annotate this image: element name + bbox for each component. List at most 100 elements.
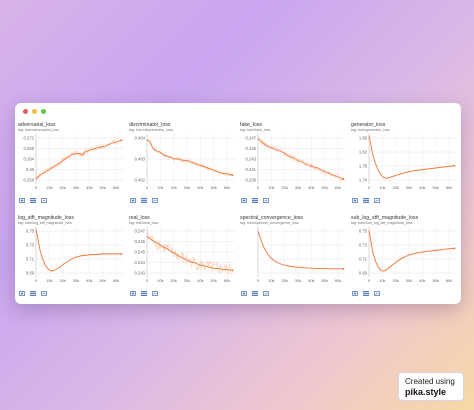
- fullscreen-icon[interactable]: [352, 198, 358, 203]
- chart-card-spectral-convergence-loss: spectral_convergence_loss tag: train/spec…: [238, 212, 349, 304]
- series-raw-line: [35, 138, 121, 181]
- chart-card-log-stft-magnitude-loss: log_stft_magnitude_loss tag: train/log_st…: [16, 212, 127, 304]
- y-tick-label: 0.462: [135, 177, 146, 182]
- data-toggle-icon[interactable]: [252, 291, 258, 296]
- x-tick-label: 60k: [446, 278, 452, 283]
- chart-tag: tag: train/adversarial_loss: [18, 128, 59, 132]
- y-tick-label: 0.26: [26, 167, 35, 172]
- fit-domain-icon[interactable]: [41, 198, 47, 203]
- chart-tag: tag: train/log_stft_magnitude_loss: [18, 221, 72, 225]
- x-tick-label: 30k: [184, 185, 190, 190]
- data-toggle-icon[interactable]: [363, 198, 369, 203]
- y-tick-label: 0.241: [246, 167, 257, 172]
- chart-card-adversarial-loss: adversarial_loss tag: train/adversarial_l…: [16, 119, 127, 211]
- chart-title: log_stft_magnitude_loss: [18, 215, 74, 221]
- x-tick-label: 10k: [46, 185, 52, 190]
- x-tick-label: 40k: [197, 278, 203, 283]
- x-tick-label: 0: [35, 278, 38, 283]
- x-tick-label: 40k: [86, 185, 92, 190]
- chart-grid: adversarial_loss tag: train/adversarial_l…: [15, 119, 461, 304]
- fit-domain-icon[interactable]: [41, 291, 47, 296]
- fit-domain-icon[interactable]: [263, 291, 269, 296]
- pika-style-badge[interactable]: Created using pika.style: [398, 372, 464, 401]
- x-tick-label: 0: [35, 185, 38, 190]
- maximize-window-button[interactable]: [41, 108, 46, 114]
- y-tick-label: 1.82: [359, 149, 368, 154]
- y-tick-label: 0.268: [24, 146, 35, 151]
- data-toggle-icon[interactable]: [30, 291, 36, 296]
- x-tick-label: 10k: [157, 185, 163, 190]
- x-tick-label: 60k: [113, 278, 119, 283]
- close-window-button[interactable]: [23, 108, 28, 114]
- series-endpoint: [231, 174, 234, 177]
- fit-domain-icon[interactable]: [152, 291, 158, 296]
- x-tick-label: 10k: [46, 278, 52, 283]
- fit-domain-icon[interactable]: [374, 198, 380, 203]
- series-raw-line: [146, 231, 232, 275]
- y-tick-label: 0.71: [359, 256, 368, 261]
- x-tick-label: 40k: [308, 278, 314, 283]
- x-tick-label: 60k: [335, 185, 341, 190]
- x-tick-label: 50k: [432, 278, 438, 283]
- fullscreen-icon[interactable]: [241, 291, 247, 296]
- series-endpoint: [342, 178, 345, 180]
- x-tick-label: 60k: [113, 185, 119, 190]
- fit-domain-icon[interactable]: [152, 198, 158, 203]
- y-tick-label: 0.272: [24, 135, 35, 140]
- y-tick-label: 0.245: [135, 249, 146, 254]
- series-endpoint: [453, 164, 456, 167]
- data-toggle-icon[interactable]: [141, 291, 147, 296]
- x-tick-label: 20k: [392, 185, 398, 190]
- y-tick-label: 0.75: [359, 228, 368, 233]
- x-tick-label: 20k: [170, 278, 176, 283]
- minimize-window-button[interactable]: [32, 108, 37, 114]
- x-tick-label: 0: [146, 278, 149, 283]
- series-endpoint: [120, 252, 123, 255]
- series-raw-line: [368, 230, 455, 272]
- chart-plot[interactable]: 0.75 0.73 0.71 0.690 10k 20k 30k 40k 50k 60k: [349, 225, 460, 287]
- fullscreen-icon[interactable]: [130, 198, 136, 203]
- chart-title: real_loss: [129, 215, 150, 221]
- fullscreen-icon[interactable]: [130, 291, 136, 296]
- chart-card-real-loss: real_loss tag: train/real_loss 0.247 0.246 0…: [127, 212, 238, 304]
- x-tick-label: 60k: [335, 278, 341, 283]
- fit-domain-icon[interactable]: [374, 291, 380, 296]
- data-toggle-icon[interactable]: [363, 291, 369, 296]
- data-toggle-icon[interactable]: [141, 198, 147, 203]
- fullscreen-icon[interactable]: [352, 291, 358, 296]
- chart-plot[interactable]: 0 10k 20k 30k 40k 50k 60k: [238, 225, 349, 287]
- fullscreen-icon[interactable]: [19, 291, 25, 296]
- chart-tag: tag: train/generator_loss: [351, 128, 390, 132]
- data-toggle-icon[interactable]: [30, 198, 36, 203]
- chart-card-generator-loss: generator_loss tag: train/generator_loss 1…: [349, 119, 460, 211]
- y-tick-label: 0.71: [26, 256, 35, 261]
- badge-brand-text: pika.style: [405, 387, 447, 397]
- y-tick-label: 0.69: [26, 270, 35, 275]
- fit-domain-icon[interactable]: [263, 198, 269, 203]
- x-tick-label: 50k: [210, 278, 216, 283]
- data-toggle-icon[interactable]: [252, 198, 258, 203]
- y-tick-label: 0.256: [24, 177, 35, 182]
- chart-plot[interactable]: 0.75 0.73 0.71 0.690 10k 20k 30k 40k 50k 60k: [16, 225, 127, 287]
- y-tick-label: 0.239: [246, 177, 257, 182]
- series-smoothed-line: [146, 236, 233, 271]
- series-smoothed-line: [35, 139, 122, 180]
- y-tick-label: 0.247: [246, 135, 257, 140]
- chart-tag: tag: train/fake_loss: [240, 128, 271, 132]
- chart-plot[interactable]: 1.86 1.82 1.78 1.740 10k 20k 30k 40k 50k 60k: [349, 132, 460, 194]
- y-tick-label: 0.463: [135, 156, 146, 161]
- x-tick-label: 30k: [73, 185, 79, 190]
- x-tick-label: 0: [257, 278, 260, 283]
- chart-title: fake_loss: [240, 122, 262, 128]
- series-smoothed-line: [368, 135, 455, 179]
- series-endpoint: [453, 247, 456, 250]
- fullscreen-icon[interactable]: [241, 198, 247, 203]
- fullscreen-icon[interactable]: [19, 198, 25, 203]
- y-tick-label: 0.247: [135, 228, 146, 233]
- x-tick-label: 20k: [59, 185, 65, 190]
- x-tick-label: 30k: [406, 185, 412, 190]
